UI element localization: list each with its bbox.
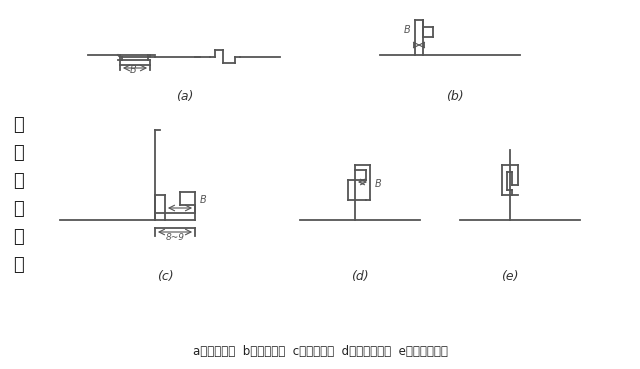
Text: 形: 形: [13, 228, 24, 246]
Text: 咬: 咬: [13, 172, 24, 190]
Text: B: B: [374, 179, 381, 189]
Text: (a): (a): [176, 90, 194, 103]
Text: 种: 种: [13, 144, 24, 162]
Text: a）单平咬口  b）单立咬口  c）转角咬口  d）联合角咬口  e）按扣式咬口: a）单平咬口 b）单立咬口 c）转角咬口 d）联合角咬口 e）按扣式咬口: [193, 345, 447, 358]
Text: 各: 各: [13, 116, 24, 134]
Text: B: B: [404, 25, 410, 35]
Text: 式: 式: [13, 256, 24, 274]
Text: (b): (b): [446, 90, 464, 103]
Text: B: B: [130, 65, 136, 75]
Text: B: B: [200, 195, 206, 205]
Text: (c): (c): [157, 270, 173, 283]
Text: (d): (d): [351, 270, 369, 283]
Text: 口: 口: [13, 200, 24, 218]
Text: (e): (e): [501, 270, 519, 283]
Text: 8~9: 8~9: [166, 233, 184, 242]
